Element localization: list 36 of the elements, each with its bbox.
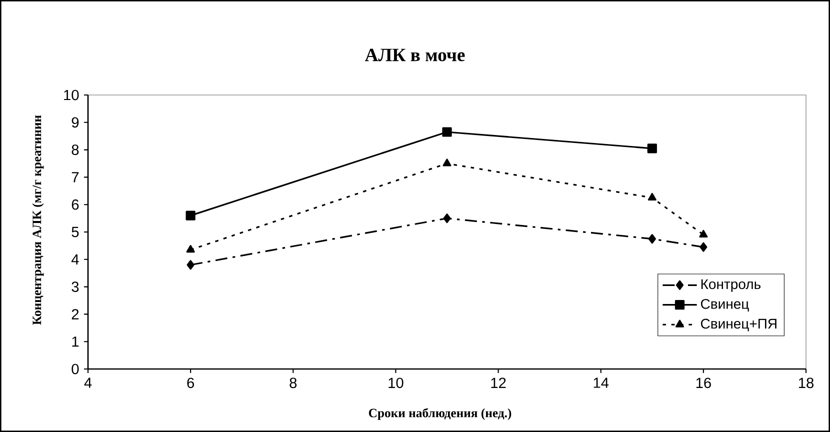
y-tick-label: 6 [72, 199, 79, 210]
point [443, 214, 451, 224]
x-tick-label: 4 [84, 378, 92, 388]
legend-label: Контроль [701, 279, 761, 292]
y-tick-label: 9 [72, 117, 79, 128]
legend-label: Свинец [700, 298, 749, 312]
y-tick-label: 8 [72, 144, 79, 155]
legend-label: Свинец+ПЯ [700, 318, 776, 332]
point [186, 260, 194, 270]
y-tick-label: 10 [64, 90, 79, 100]
y-axis-title: Концентрация АЛК (мг/г креатинин [32, 115, 44, 325]
x-tick-label: 10 [388, 378, 404, 388]
y-tick-label: 2 [72, 309, 79, 320]
x-tick-label: 12 [491, 378, 506, 388]
y-tick-label: 0 [72, 364, 79, 374]
y-tick-label: 5 [72, 226, 79, 238]
x-tick-label: 16 [696, 378, 711, 388]
chart-title: АЛК в моче [364, 48, 465, 62]
x-tick-label: 6 [187, 378, 194, 388]
point [648, 234, 656, 244]
point [699, 230, 708, 238]
point [186, 210, 196, 220]
point [186, 245, 195, 253]
y-tick-label: 3 [72, 282, 79, 292]
point [647, 144, 657, 154]
point [442, 158, 452, 166]
x-tick-label: 8 [290, 378, 297, 388]
y-tick-label: 4 [71, 254, 79, 264]
x-tick-label: 18 [798, 378, 814, 388]
point [648, 192, 656, 201]
x-axis-title: Сроки наблюдения (нед.) [368, 408, 512, 420]
x-tick-label: 14 [594, 378, 609, 388]
point [442, 127, 452, 137]
y-tick-label: 1 [72, 336, 79, 347]
point [700, 242, 708, 252]
y-tick-label: 7 [72, 172, 79, 182]
